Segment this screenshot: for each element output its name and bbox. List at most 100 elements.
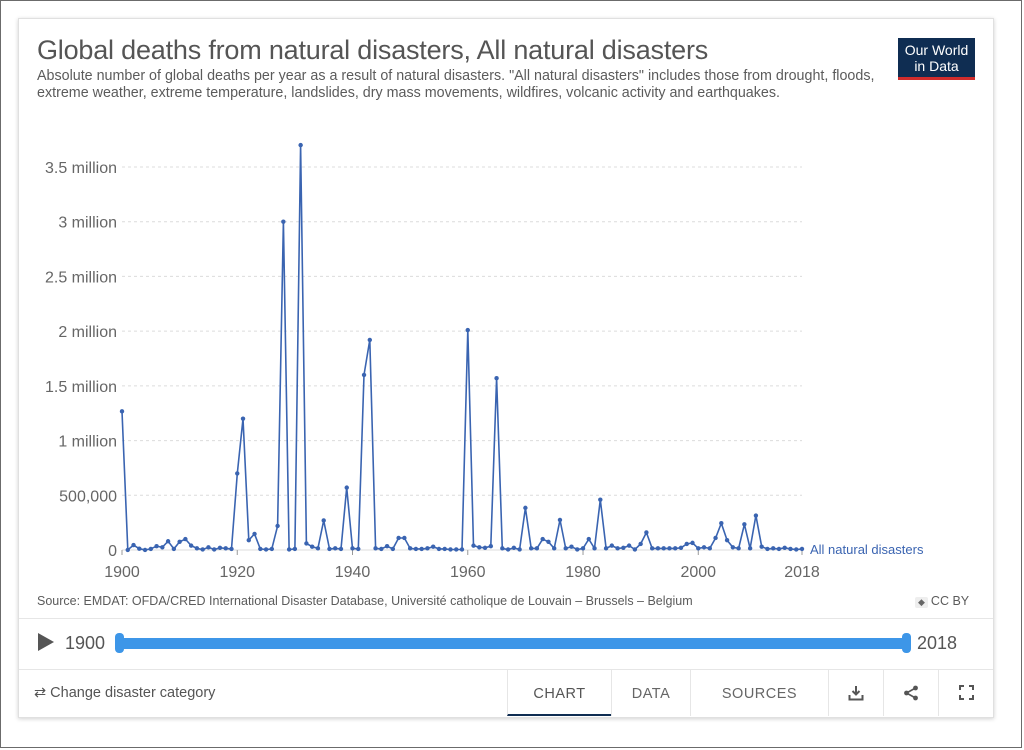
data-point[interactable] [592, 546, 597, 551]
data-point[interactable] [148, 546, 154, 552]
fullscreen-button[interactable] [938, 669, 993, 716]
data-point[interactable] [350, 546, 355, 551]
data-point[interactable] [119, 409, 125, 414]
data-point[interactable] [396, 535, 401, 541]
data-point[interactable] [638, 541, 643, 547]
data-point[interactable] [425, 546, 430, 551]
data-point[interactable] [142, 547, 148, 553]
data-point[interactable] [569, 544, 574, 549]
data-point[interactable] [684, 541, 689, 547]
data-point[interactable] [540, 536, 545, 542]
data-point[interactable] [719, 520, 724, 526]
data-point[interactable] [194, 546, 200, 551]
data-point[interactable] [575, 547, 580, 552]
data-point[interactable] [263, 547, 269, 552]
data-point[interactable] [661, 546, 666, 551]
data-point[interactable] [586, 536, 591, 542]
data-point[interactable] [131, 542, 136, 548]
data-point[interactable] [275, 523, 280, 529]
data-point[interactable] [713, 535, 718, 541]
data-point[interactable] [644, 530, 649, 535]
series-line-all-natural-disasters[interactable] [121, 145, 803, 552]
data-point[interactable] [413, 546, 419, 552]
owid-logo[interactable]: Our World in Data [898, 38, 975, 80]
data-point[interactable] [384, 543, 390, 549]
data-point[interactable] [794, 547, 799, 552]
data-point[interactable] [557, 517, 563, 523]
data-point[interactable] [546, 539, 551, 544]
data-point[interactable] [730, 545, 736, 550]
data-point[interactable] [246, 537, 251, 543]
data-point[interactable] [379, 546, 384, 552]
data-point[interactable] [315, 546, 321, 551]
data-point[interactable] [678, 545, 684, 551]
data-point[interactable] [742, 522, 747, 527]
data-point[interactable] [621, 545, 626, 551]
data-point[interactable] [649, 546, 655, 551]
data-point[interactable] [615, 546, 620, 551]
data-point[interactable] [171, 546, 177, 552]
data-point[interactable] [667, 546, 672, 551]
data-point[interactable] [344, 485, 349, 490]
data-point[interactable] [258, 546, 263, 552]
data-point[interactable] [552, 546, 557, 551]
data-point[interactable] [356, 546, 361, 552]
data-point[interactable] [511, 545, 517, 551]
share-button[interactable] [883, 669, 938, 716]
data-point[interactable] [165, 539, 171, 544]
data-point[interactable] [252, 531, 257, 537]
data-point[interactable] [333, 546, 338, 551]
data-point[interactable] [494, 375, 499, 381]
data-point[interactable] [436, 546, 442, 552]
data-point[interactable] [673, 546, 678, 551]
data-point[interactable] [598, 497, 603, 502]
data-point[interactable] [753, 513, 759, 518]
data-point[interactable] [505, 547, 511, 552]
data-point[interactable] [154, 543, 159, 549]
timeline-end-handle[interactable] [902, 633, 911, 653]
data-point[interactable] [206, 545, 211, 550]
data-point[interactable] [724, 537, 730, 543]
data-point[interactable] [736, 546, 741, 551]
data-point[interactable] [477, 545, 482, 550]
data-point[interactable] [465, 327, 470, 333]
change-category-button[interactable]: ⇄ Change disaster category [34, 685, 216, 701]
data-point[interactable] [488, 543, 494, 549]
data-point[interactable] [407, 546, 413, 551]
data-point[interactable] [701, 545, 707, 550]
data-point[interactable] [177, 539, 182, 544]
data-point[interactable] [286, 547, 292, 552]
data-point[interactable] [367, 337, 372, 343]
data-point[interactable] [338, 546, 344, 552]
data-point[interactable] [517, 547, 522, 552]
download-button[interactable] [828, 669, 883, 716]
data-point[interactable] [534, 546, 540, 551]
data-point[interactable] [482, 545, 488, 551]
data-point[interactable] [696, 546, 701, 551]
data-point[interactable] [776, 546, 782, 552]
data-point[interactable] [327, 546, 332, 552]
data-point[interactable] [217, 545, 223, 551]
data-point[interactable] [240, 416, 246, 421]
data-point[interactable] [212, 547, 217, 552]
data-point[interactable] [160, 545, 165, 550]
data-point[interactable] [459, 547, 465, 552]
data-point[interactable] [442, 546, 447, 552]
data-point[interactable] [580, 546, 586, 551]
data-point[interactable] [626, 543, 632, 548]
data-point[interactable] [563, 546, 568, 551]
data-point[interactable] [430, 544, 436, 549]
data-point[interactable] [770, 546, 776, 551]
data-point[interactable] [223, 546, 228, 551]
data-point[interactable] [707, 546, 712, 551]
tab-data[interactable]: DATA [611, 669, 690, 716]
data-point[interactable] [292, 546, 298, 552]
data-point[interactable] [137, 546, 142, 551]
play-icon[interactable] [38, 633, 54, 651]
tab-sources[interactable]: SOURCES [690, 669, 828, 716]
data-point[interactable] [235, 471, 240, 476]
data-point[interactable] [304, 541, 309, 546]
data-point[interactable] [632, 547, 638, 552]
data-point[interactable] [782, 545, 787, 551]
data-point[interactable] [690, 540, 695, 546]
